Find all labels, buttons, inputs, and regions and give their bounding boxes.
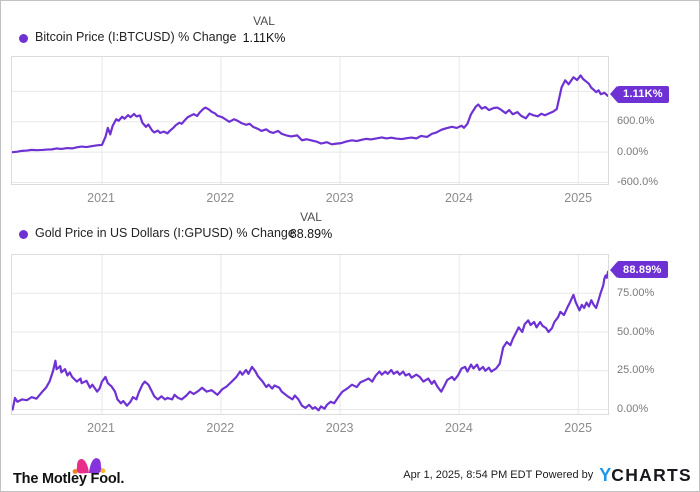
bitcoin-value-badge: 1.11K% xyxy=(610,85,669,103)
badge-arrow-icon xyxy=(610,261,617,278)
jester-hat-icon xyxy=(72,458,106,474)
badge-label: 1.11K% xyxy=(617,85,669,103)
x-tick-label: 2023 xyxy=(325,421,354,435)
gold-legend-label: Gold Price in US Dollars (I:GPUSD) % Cha… xyxy=(35,226,295,240)
y-tick-label: 0.00% xyxy=(617,145,649,158)
bitcoin-val-column: VAL 1.11K% xyxy=(233,14,295,45)
gold-val-column: VAL 88.89% xyxy=(280,210,342,241)
x-tick-label: 2025 xyxy=(564,191,593,205)
val-column-header: VAL xyxy=(253,14,275,28)
y-tick-label: 25.00% xyxy=(617,364,655,377)
y-tick-label: 75.00% xyxy=(617,286,655,299)
y-tick-label: 50.00% xyxy=(617,325,655,338)
gold-plot-area xyxy=(11,254,609,415)
x-tick-label: 2023 xyxy=(325,191,354,205)
x-tick-label: 2024 xyxy=(444,421,473,435)
x-tick-label: 2021 xyxy=(87,421,115,435)
gold-plot-svg xyxy=(12,255,608,414)
bitcoin-series-color-dot xyxy=(19,34,28,43)
timestamp-and-powered-by: Apr 1, 2025, 8:54 PM EDT Powered by xyxy=(403,469,594,481)
ycharts-y-glyph: Y xyxy=(599,464,612,485)
bitcoin-plot-area xyxy=(11,56,609,185)
ycharts-wordmark: CHARTS xyxy=(611,464,692,485)
x-tick-label: 2024 xyxy=(444,191,473,205)
badge-label: 88.89% xyxy=(617,261,668,279)
y-tick-label: 0.00% xyxy=(617,403,649,416)
x-tick-label: 2022 xyxy=(206,191,235,205)
motley-fool-wordmark: The Motley Fool. xyxy=(13,471,125,487)
bitcoin-plot-svg xyxy=(12,57,608,184)
bitcoin-current-value: 1.11K% xyxy=(242,31,286,45)
gold-series-color-dot xyxy=(19,230,28,239)
bitcoin-legend-label: Bitcoin Price (I:BTCUSD) % Change xyxy=(35,30,237,44)
x-tick-label: 2022 xyxy=(206,421,235,435)
gold-current-value: 88.89% xyxy=(289,227,333,241)
val-column-header: VAL xyxy=(300,210,322,224)
price-line xyxy=(12,74,608,154)
x-tick-label: 2021 xyxy=(87,191,115,205)
motley-fool-logo: The Motley Fool. xyxy=(13,456,133,488)
y-tick-label: 600.0% xyxy=(617,115,655,128)
badge-arrow-icon xyxy=(610,86,617,103)
ycharts-logo: Y CHARTS xyxy=(599,465,692,486)
x-tick-label: 2025 xyxy=(564,421,593,435)
y-tick-label: -600.0% xyxy=(617,176,658,189)
footer-attribution: Apr 1, 2025, 8:54 PM EDT Powered by Y CH… xyxy=(403,464,692,486)
gold-value-badge: 88.89% xyxy=(610,261,668,279)
price-line xyxy=(12,270,608,412)
